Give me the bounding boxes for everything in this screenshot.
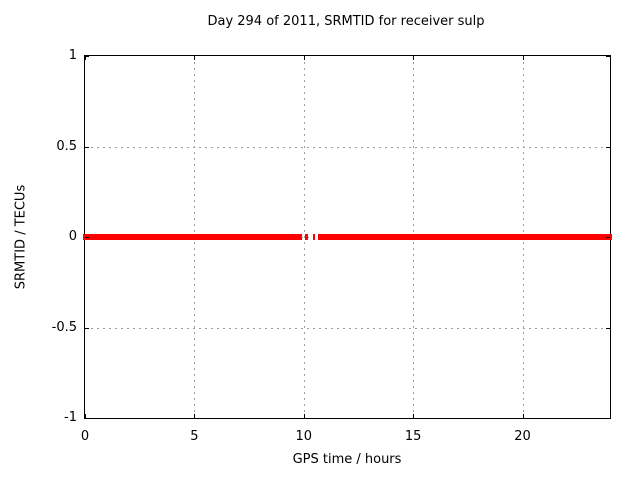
y-tick-label: -0.5 bbox=[51, 319, 77, 335]
x-tick-mark bbox=[522, 414, 524, 418]
y-tick-mark-right bbox=[606, 237, 610, 238]
grid-line-horizontal bbox=[85, 327, 610, 329]
y-tick-mark-right bbox=[606, 327, 610, 329]
y-tick-label: 1 bbox=[68, 48, 77, 63]
x-tick-label: 20 bbox=[514, 429, 531, 444]
y-tick-mark-right bbox=[606, 146, 610, 148]
y-tick-mark bbox=[85, 418, 89, 419]
y-tick-label: -1 bbox=[64, 410, 77, 425]
x-tick-mark bbox=[303, 414, 305, 418]
x-tick-mark-top bbox=[413, 56, 415, 60]
y-tick-label: 0 bbox=[68, 229, 77, 244]
x-tick-mark-top bbox=[194, 56, 196, 60]
x-tick-label: 5 bbox=[190, 429, 199, 444]
y-tick-mark-right bbox=[606, 418, 610, 419]
data-series-segment bbox=[317, 234, 612, 240]
y-tick-mark bbox=[85, 56, 89, 57]
x-tick-mark bbox=[413, 414, 415, 418]
y-tick-mark-right bbox=[606, 56, 610, 57]
x-tick-mark bbox=[85, 414, 86, 418]
x-tick-mark-top bbox=[303, 56, 305, 60]
x-tick-label: 10 bbox=[295, 429, 313, 444]
x-tick-mark bbox=[194, 414, 196, 418]
data-series-segment bbox=[304, 234, 309, 240]
x-tick-mark-top bbox=[85, 56, 86, 60]
x-tick-label: 15 bbox=[404, 429, 422, 444]
y-tick-mark bbox=[85, 237, 89, 238]
data-series-segment bbox=[312, 234, 316, 240]
data-series-segment bbox=[83, 234, 303, 240]
grid-line-horizontal bbox=[85, 146, 610, 148]
y-tick-mark bbox=[85, 327, 89, 329]
chart-title: Day 294 of 2011, SRMTID for receiver sul… bbox=[207, 14, 485, 29]
y-tick-label: 0.5 bbox=[56, 138, 77, 154]
x-tick-label: 0 bbox=[80, 429, 90, 444]
plot-area: 0 5 10 15 20 -1 -0.5 0 0.5 1 bbox=[52, 48, 612, 444]
y-tick-mark bbox=[85, 146, 89, 148]
x-axis-label: GPS time / hours bbox=[292, 452, 402, 467]
x-tick-mark-top bbox=[522, 56, 524, 60]
